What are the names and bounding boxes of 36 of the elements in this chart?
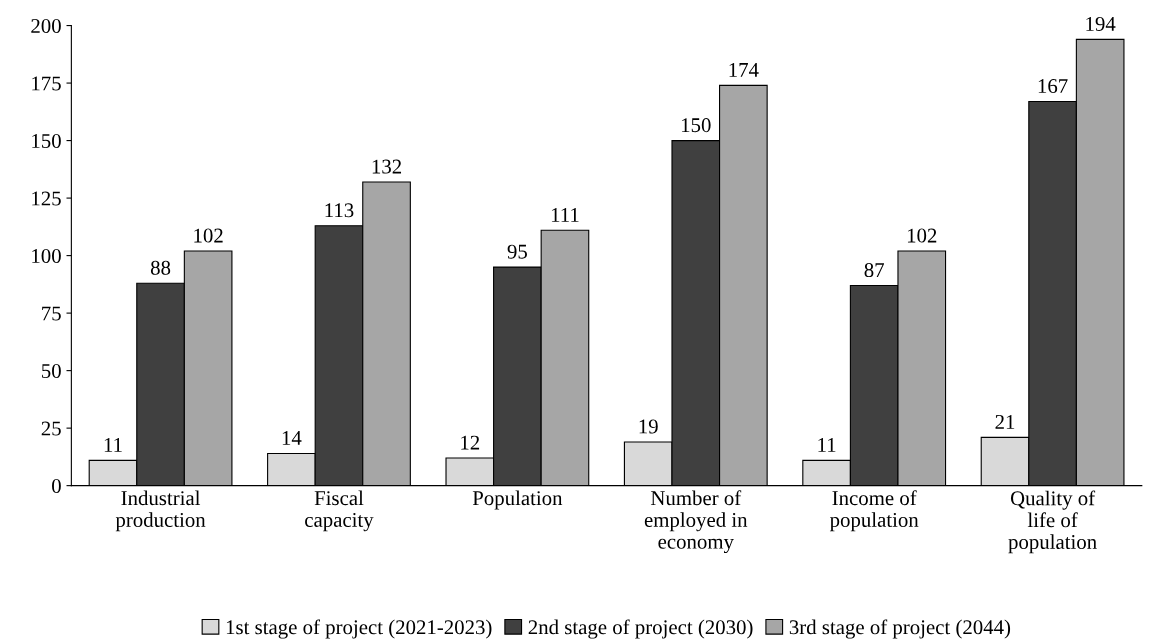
- data-label: 11: [818, 437, 836, 452]
- data-label: 12: [461, 435, 480, 450]
- data-label: 194: [1086, 16, 1116, 31]
- data-label: 113: [325, 203, 354, 218]
- data-label: 167: [1038, 79, 1068, 94]
- x-tick-label: Fiscal capacity: [305, 490, 374, 532]
- data-label: 14: [282, 431, 302, 445]
- x-tick-label: Population: [472, 490, 563, 510]
- x-tick-label: Industrial production: [115, 490, 206, 532]
- data-label: 132: [372, 159, 402, 174]
- data-label: 87: [864, 263, 884, 278]
- data-label: 95: [507, 244, 527, 259]
- y-tick-label: 0: [52, 479, 61, 494]
- y-tick-label: 150: [32, 133, 61, 149]
- x-tick-label: Quality of life of population: [1008, 490, 1097, 554]
- legend-label: 1st stage of project (2021-2023): [226, 619, 492, 639]
- y-tick-label: 175: [32, 76, 61, 91]
- data-label: 150: [681, 118, 711, 133]
- data-label: 111: [551, 207, 579, 222]
- data-label: 174: [729, 63, 759, 77]
- x-tick-label: Number of employed in economy: [644, 490, 748, 554]
- data-label: 19: [639, 419, 658, 434]
- y-tick-label: 75: [42, 306, 61, 321]
- x-tick-label: Income of population: [829, 490, 919, 532]
- y-tick-label: 50: [42, 363, 61, 379]
- y-tick-label: 25: [41, 421, 61, 436]
- data-label: 21: [995, 414, 1015, 429]
- data-label: 102: [194, 228, 223, 243]
- data-label: 88: [150, 260, 171, 275]
- legend-label: 3rd stage of project (2044): [789, 619, 1011, 639]
- y-tick-label: 100: [32, 248, 61, 264]
- y-tick-label: 200: [31, 18, 61, 33]
- y-tick-label: 125: [32, 191, 61, 206]
- data-label: 11: [104, 437, 122, 452]
- legend-label: 2nd stage of project (2030): [528, 619, 753, 639]
- data-label: 102: [907, 228, 937, 243]
